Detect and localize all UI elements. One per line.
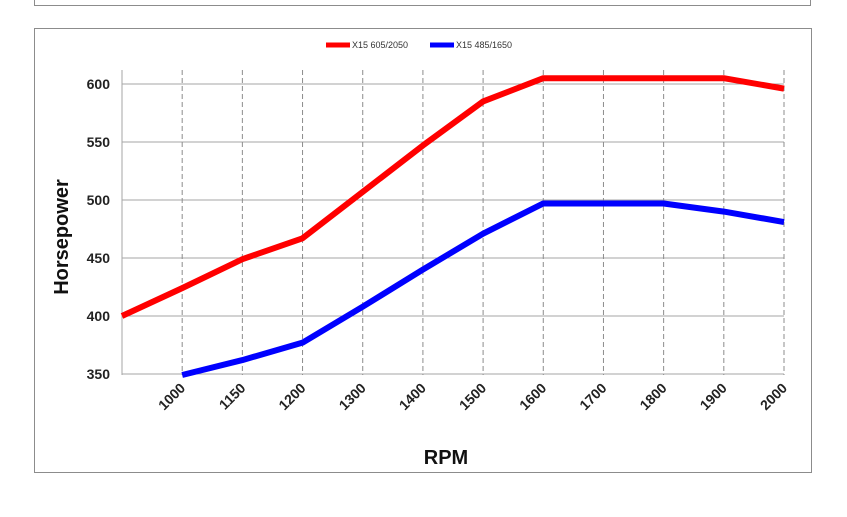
y-tick-label: 500	[87, 192, 111, 208]
legend-label: X15 605/2050	[352, 40, 408, 50]
x-tick-label: 1600	[516, 380, 549, 413]
y-axis-title: Horsepower	[51, 179, 73, 295]
x-tick-label: 1800	[636, 380, 669, 413]
y-tick-label: 400	[87, 308, 111, 324]
x-tick-label: 1150	[216, 380, 249, 413]
legend-label: X15 485/1650	[456, 40, 512, 50]
y-tick-label: 350	[87, 366, 111, 382]
x-tick-label: 1000	[155, 380, 188, 413]
x-axis-title: RPM	[424, 447, 468, 469]
x-tick-label: 1900	[697, 380, 730, 413]
x-tick-label: 1500	[456, 380, 489, 413]
x-tick-label: 1400	[396, 380, 429, 413]
x-tick-label: 1200	[275, 380, 308, 413]
grid-layer	[121, 70, 785, 375]
x-tick-labels: 1000 1150 1200 1300 1400 1500 1600 1700 1800 1900…	[155, 380, 790, 413]
y-tick-label: 450	[87, 250, 111, 266]
series-line-2	[181, 200, 785, 378]
legend: X15 605/2050 X15 485/1650	[326, 40, 512, 50]
previous-panel-frame	[34, 0, 811, 6]
y-tick-label: 550	[87, 134, 111, 150]
series-layer	[120, 75, 785, 378]
x-tick-label: 2000	[757, 380, 790, 413]
x-tick-label: 1700	[576, 380, 609, 413]
series-line-1	[120, 75, 785, 319]
x-tick-label: 1300	[336, 380, 369, 413]
y-tick-label: 600	[87, 76, 111, 92]
y-tick-labels: 350 400 450 500 550 600	[87, 76, 111, 382]
